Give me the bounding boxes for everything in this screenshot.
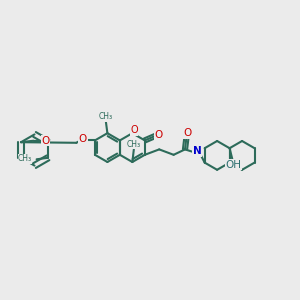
Text: CH₃: CH₃ [18,154,32,163]
Text: N: N [193,146,201,157]
Text: O: O [154,130,162,140]
Text: O: O [130,125,138,135]
Text: O: O [41,136,50,146]
Text: OH: OH [226,160,242,170]
Text: O: O [79,134,87,145]
Text: O: O [183,128,191,138]
Text: CH₃: CH₃ [99,112,113,122]
Text: CH₃: CH₃ [127,140,141,149]
